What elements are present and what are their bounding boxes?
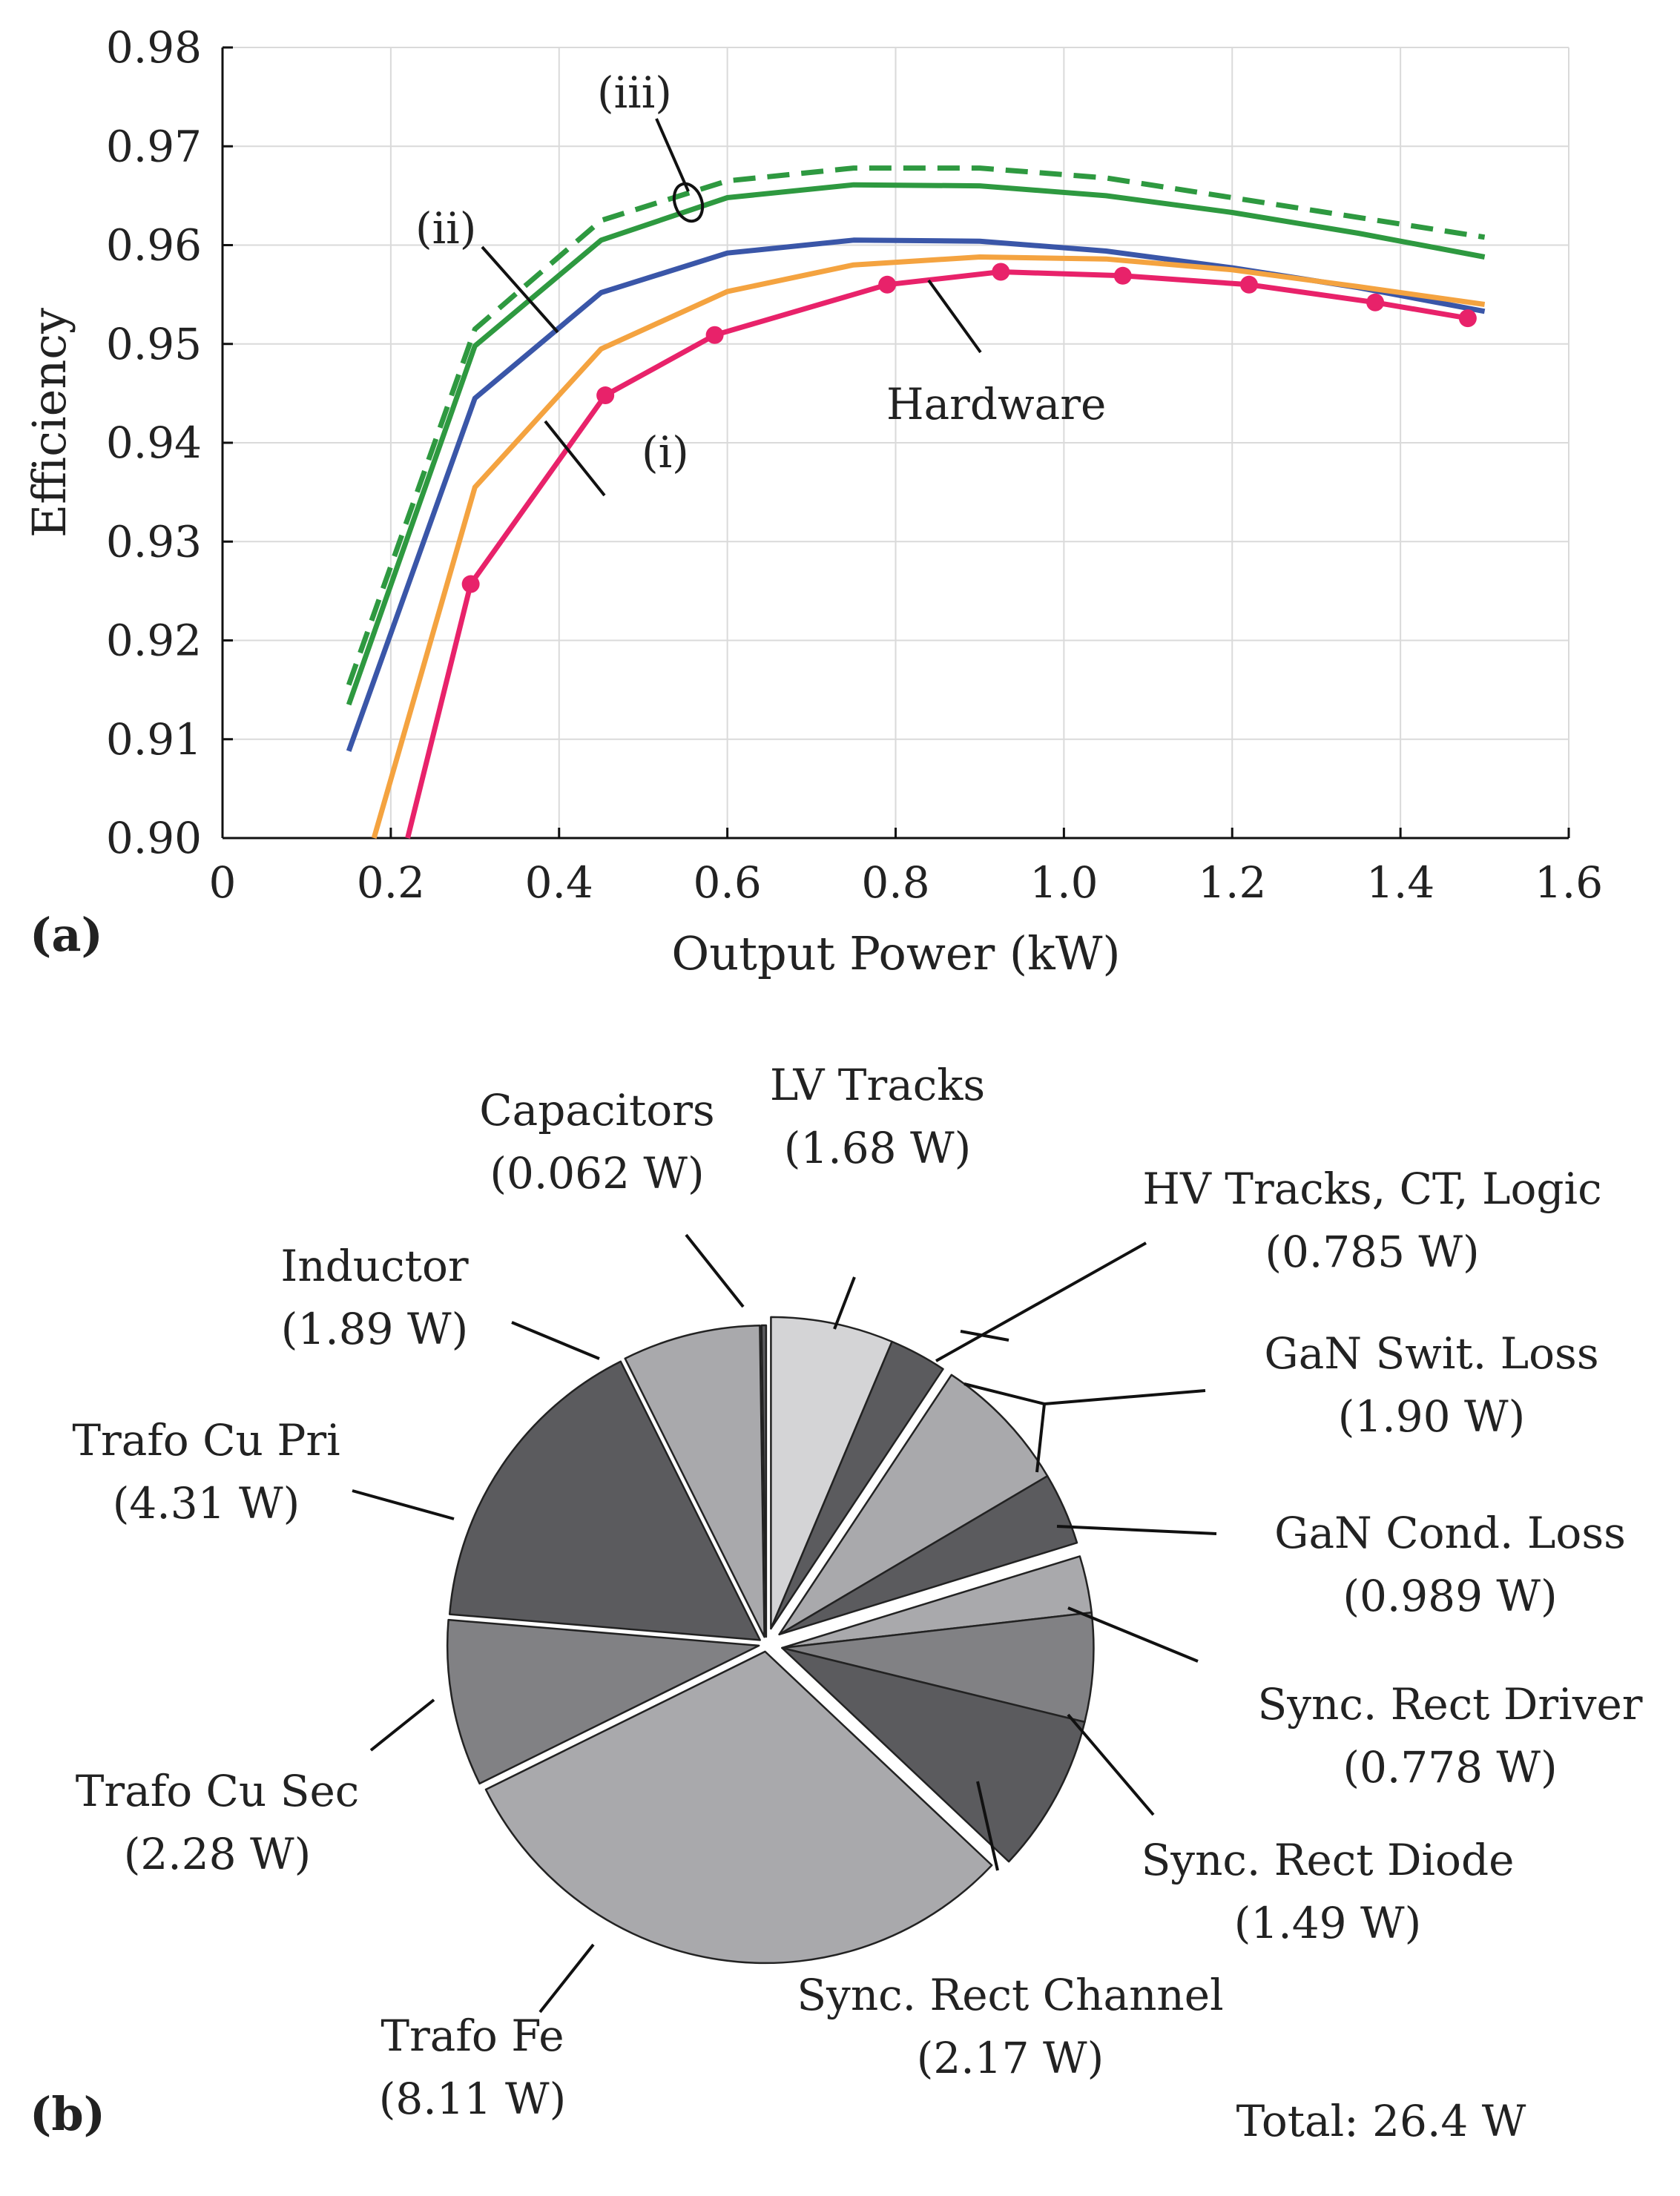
pie-leader-lines <box>352 1233 1217 2014</box>
hardware-marker <box>705 326 724 344</box>
slice-value-capacitors: (0.062 W) <box>490 1148 704 1198</box>
slice-label-trafo-fe: Trafo Fe <box>381 2011 564 2061</box>
slice-value-trafo-cu-pri: (4.31 W) <box>113 1478 300 1529</box>
slice-label-sync-rect-driver: Sync. Rect Driver <box>1257 1679 1642 1730</box>
series-line-iii-dashed <box>346 165 1486 686</box>
hardware-marker <box>1113 266 1132 285</box>
y-tick-label: 0.95 <box>106 319 202 369</box>
x-tick-label: 1.4 <box>1366 857 1434 908</box>
x-tick-labels: 0 0.2 0.4 0.6 0.8 1.0 1.2 1.4 1.6 <box>209 857 1604 908</box>
hardware-marker <box>1458 309 1477 328</box>
total-label: Total: 26.4 W <box>1236 2096 1526 2146</box>
loss-breakdown-pie-chart: LV Tracks (1.68 W) HV Tracks, CT, Logic … <box>30 1060 1643 2146</box>
slice-label-hv-tracks: HV Tracks, CT, Logic <box>1142 1164 1601 1214</box>
series-line-iii-solid <box>346 182 1486 706</box>
series-line-hardware <box>405 269 1469 839</box>
y-tick-label: 0.94 <box>106 418 202 468</box>
y-tick-label: 0.93 <box>106 516 202 567</box>
slice-label-lv-tracks: LV Tracks <box>770 1060 985 1110</box>
y-tick-label: 0.92 <box>106 616 202 666</box>
slice-value-gan-swit-loss: (1.90 W) <box>1338 1391 1525 1442</box>
series <box>346 165 1486 839</box>
y-tick-label: 0.96 <box>106 220 202 271</box>
slice-label-sync-rect-channel: Sync. Rect Channel <box>797 1970 1223 2020</box>
hardware-marker <box>878 275 897 294</box>
hardware-marker <box>992 263 1010 281</box>
slice-value-gan-cond-loss: (0.989 W) <box>1343 1571 1557 1621</box>
x-tick-label: 1.6 <box>1535 857 1603 908</box>
pie-slices <box>446 1316 1095 1965</box>
annotation-ii: (ii) <box>415 203 476 254</box>
x-tick-label: 0.6 <box>694 857 762 908</box>
series-line-i <box>371 254 1486 839</box>
slice-value-trafo-fe: (8.11 W) <box>379 2074 566 2124</box>
annotation-i: (i) <box>642 427 689 478</box>
y-tick-label: 0.90 <box>106 813 202 863</box>
x-tick-label: 0.4 <box>525 857 593 908</box>
y-tick-labels: 0.90 0.91 0.92 0.93 0.94 0.95 0.96 0.97 0.98 <box>106 22 202 863</box>
slice-label-inductor: Inductor <box>280 1241 468 1291</box>
annotation-iii: (iii) <box>597 67 672 118</box>
slice-label-sync-rect-diode: Sync. Rect Diode <box>1142 1835 1515 1885</box>
y-axis-label: Efficiency <box>22 308 76 538</box>
slice-value-trafo-cu-sec: (2.28 W) <box>124 1829 311 1879</box>
slice-value-lv-tracks: (1.68 W) <box>784 1123 971 1173</box>
y-tick-label: 0.97 <box>106 121 202 171</box>
hardware-marker <box>1366 293 1385 311</box>
y-tick-label: 0.98 <box>106 22 202 73</box>
slice-value-inductor: (1.89 W) <box>281 1304 468 1354</box>
axes <box>221 46 1570 840</box>
slice-value-sync-rect-channel: (2.17 W) <box>917 2033 1104 2083</box>
panel-label-b: (b) <box>30 2087 105 2141</box>
pie-slice-capacitors <box>760 1324 768 1638</box>
hardware-marker <box>461 575 480 593</box>
slice-value-sync-rect-driver: (0.778 W) <box>1343 1742 1557 1793</box>
slice-value-hv-tracks: (0.785 W) <box>1265 1227 1479 1277</box>
slice-label-trafo-cu-sec: Trafo Cu Sec <box>76 1766 360 1816</box>
pie-slice-sync-rect-diode <box>781 1612 1095 1724</box>
slice-label-gan-cond-loss: GaN Cond. Loss <box>1274 1508 1626 1558</box>
x-tick-label: 0.2 <box>357 857 425 908</box>
y-tick-label: 0.91 <box>106 714 202 765</box>
slice-value-sync-rect-diode: (1.49 W) <box>1234 1898 1421 1948</box>
pie-slice-lv-tracks <box>770 1316 893 1630</box>
x-tick-label: 0.8 <box>861 857 929 908</box>
panel-label-a: (a) <box>30 908 103 962</box>
x-tick-label: 1.2 <box>1198 857 1266 908</box>
efficiency-line-chart: 0 0.2 0.4 0.6 0.8 1.0 1.2 1.4 1.6 0.900.910.920.… <box>22 22 1603 980</box>
pie-slice-gan-swit-loss <box>778 1374 1049 1636</box>
annotation-leaders <box>481 118 982 497</box>
pie-slice-trafo-cu-sec <box>446 1618 760 1785</box>
pie-slice-inductor <box>624 1325 765 1638</box>
hardware-marker <box>596 386 615 405</box>
slice-label-gan-swit-loss: GaN Swit. Loss <box>1264 1328 1598 1379</box>
pie-slice-hv-tracks-ct-logic <box>770 1340 944 1630</box>
slice-label-capacitors: Capacitors <box>479 1085 714 1135</box>
slice-label-trafo-cu-pri: Trafo Cu Pri <box>72 1415 340 1465</box>
annotation-hardware: Hardware <box>886 379 1106 429</box>
pie-slice-trafo-fe <box>484 1650 993 1965</box>
pie-slice-gan-cond-loss <box>778 1474 1078 1636</box>
x-tick-label: 0 <box>209 857 237 908</box>
x-axis-label: Output Power (kW) <box>671 926 1120 980</box>
x-tick-label: 1.0 <box>1030 857 1098 908</box>
hardware-marker <box>1239 275 1258 294</box>
pie-slice-trafo-cu-pri <box>448 1360 761 1641</box>
